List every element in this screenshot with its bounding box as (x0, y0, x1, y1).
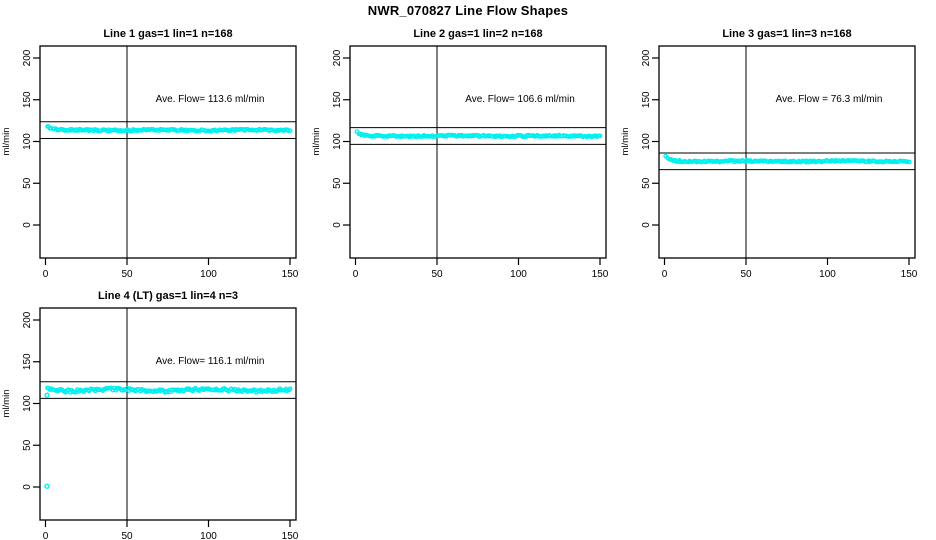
plot-frame (658, 45, 916, 259)
y-tick-label: 150 (22, 353, 33, 370)
plot-frame (39, 45, 297, 259)
y-tick-label: 100 (22, 133, 33, 150)
y-tick-label: 0 (22, 222, 33, 228)
x-tick-label: 50 (121, 531, 133, 540)
y-tick-label: 50 (22, 177, 33, 189)
subplot-line-1-chart: Line 1 gas=1 lin=1 n=168 Ave. Flow= 113.6… (1, 28, 299, 280)
ave-flow-annotation: Ave. Flow= 113.6 ml/min (156, 94, 265, 105)
x-tick-label: 150 (592, 269, 609, 280)
main-title: NWR_070827 Line Flow Shapes (367, 3, 569, 18)
ave-flow-annotation: Ave. Flow = 76.3 ml/min (776, 94, 883, 105)
x-tick-label: 0 (662, 269, 668, 280)
y-axis-label: ml/min (620, 128, 631, 156)
x-tick-label: 50 (121, 269, 133, 280)
subplot-title: Line 1 gas=1 lin=1 n=168 (103, 28, 232, 40)
y-tick-label: 200 (22, 311, 33, 328)
y-axis-label: ml/min (1, 390, 12, 418)
y-tick-label: 0 (641, 222, 652, 228)
subplot-title: Line 2 gas=1 lin=2 n=168 (413, 28, 542, 40)
scatter-series (663, 153, 912, 165)
x-tick-label: 0 (353, 269, 359, 280)
ave-flow-annotation: Ave. Flow= 116.1 ml/min (156, 356, 265, 367)
x-tick-label: 100 (819, 269, 836, 280)
x-tick-label: 50 (740, 269, 752, 280)
y-tick-label: 200 (332, 49, 343, 66)
x-tick-label: 100 (200, 269, 217, 280)
outlier-point (44, 483, 50, 489)
y-axis-label: ml/min (311, 128, 322, 156)
y-tick-label: 50 (641, 177, 652, 189)
scatter-series (45, 124, 293, 134)
subplot-line-2-chart: Line 2 gas=1 lin=2 n=168 Ave. Flow= 106.6… (311, 28, 609, 280)
subplot-title: Line 4 (LT) gas=1 lin=4 n=3 (98, 290, 238, 302)
y-axis-label: ml/min (1, 128, 12, 156)
x-tick-label: 150 (901, 269, 918, 280)
x-tick-label: 150 (282, 269, 299, 280)
y-tick-label: 0 (332, 222, 343, 228)
y-tick-label: 150 (641, 91, 652, 108)
y-tick-label: 150 (332, 91, 343, 108)
outlier-point (44, 392, 50, 398)
x-tick-label: 100 (200, 531, 217, 540)
y-tick-label: 100 (641, 133, 652, 150)
y-tick-label: 50 (22, 439, 33, 451)
x-tick-label: 100 (510, 269, 527, 280)
y-tick-label: 150 (22, 91, 33, 108)
x-tick-label: 150 (282, 531, 299, 540)
subplot-title: Line 3 gas=1 lin=3 n=168 (722, 28, 851, 40)
y-tick-label: 200 (641, 49, 652, 66)
subplot-line-4-chart: Line 4 (LT) gas=1 lin=4 n=3 Ave. Flow= 11… (1, 290, 299, 540)
ave-flow-annotation: Ave. Flow= 106.6 ml/min (465, 94, 575, 105)
y-tick-label: 50 (332, 177, 343, 189)
y-tick-label: 100 (332, 133, 343, 150)
y-tick-label: 0 (22, 484, 33, 490)
plot-frame (39, 307, 297, 521)
subplot-line-3-chart: Line 3 gas=1 lin=3 n=168 Ave. Flow = 76.3… (620, 28, 918, 280)
y-tick-label: 100 (22, 395, 33, 412)
scatter-series (354, 129, 603, 140)
x-tick-label: 0 (43, 269, 49, 280)
x-tick-label: 50 (431, 269, 443, 280)
x-tick-label: 0 (43, 531, 49, 540)
scatter-series (44, 385, 293, 489)
plot-frame (349, 45, 607, 259)
y-tick-label: 200 (22, 49, 33, 66)
